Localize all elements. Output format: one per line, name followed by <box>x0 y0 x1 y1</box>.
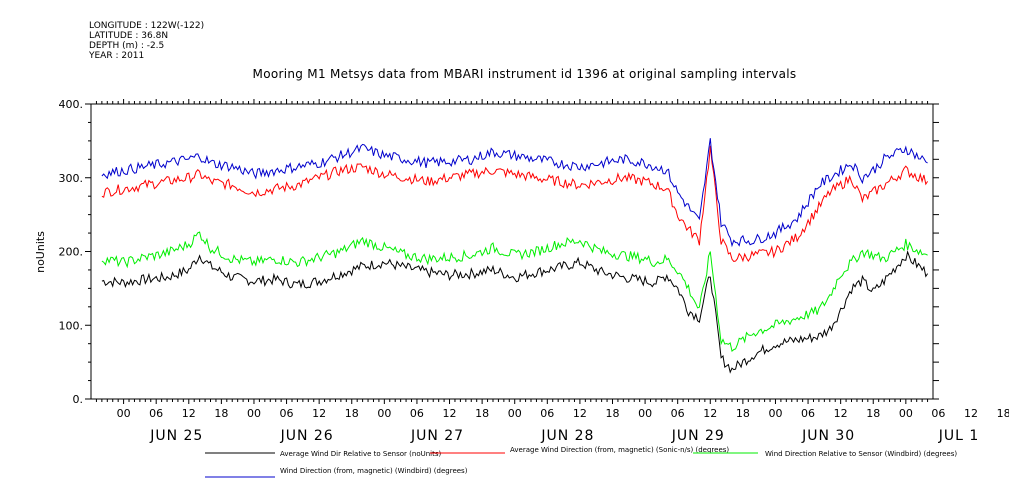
day-label: JUN 25 <box>149 428 203 444</box>
legend: Average Wind Dir Relative to Sensor (noU… <box>205 446 957 478</box>
series-line <box>101 138 928 248</box>
year-text: YEAR : 2011 <box>89 51 145 61</box>
y-tick-label: 200. <box>59 246 84 259</box>
hour-tick-label: 06 <box>671 407 685 420</box>
hour-tick-label: 18 <box>866 407 880 420</box>
plot-frame <box>90 103 934 400</box>
hour-tick-label: 12 <box>573 407 587 420</box>
legend-label: Wind Direction (from, magnetic) (Windbir… <box>280 467 468 475</box>
hour-tick-label: 12 <box>443 407 457 420</box>
hour-tick-label: 00 <box>899 407 913 420</box>
day-label: JUN 29 <box>671 428 725 444</box>
series-line <box>101 231 928 353</box>
hour-tick-label: 00 <box>638 407 652 420</box>
hour-tick-label: 18 <box>345 407 359 420</box>
series-group <box>101 138 929 374</box>
latitude-text: LATITUDE : 36.8N <box>89 31 169 41</box>
day-label: JUN 27 <box>410 428 464 444</box>
y-tick-label: 300. <box>59 172 84 185</box>
legend-label: Wind Direction Relative to Sensor (Windb… <box>765 450 957 458</box>
y-tick-label: 100. <box>59 319 84 332</box>
hour-tick-label: 00 <box>508 407 522 420</box>
hour-tick-label: 18 <box>475 407 489 420</box>
depth-text: DEPTH (m) : -2.5 <box>89 41 165 51</box>
day-label: JUN 30 <box>801 428 855 444</box>
hour-tick-label: 06 <box>280 407 294 420</box>
hour-tick-label: 18 <box>997 407 1009 420</box>
longitude-text: LONGITUDE : 122W(-122) <box>89 21 205 31</box>
hour-tick-label: 18 <box>605 407 619 420</box>
axis-ticks: 0. 100. 200. 300. 400. 00 06 12 18 00 06 12 18 00 06 12… <box>59 98 1009 444</box>
hour-tick-label: 00 <box>247 407 261 420</box>
hour-tick-label: 12 <box>703 407 717 420</box>
series-line <box>101 145 929 263</box>
metadata-block: LONGITUDE : 122W(-122) LATITUDE : 36.8N … <box>89 21 204 61</box>
y-axis-label: noUnits <box>34 231 47 273</box>
y-tick-label: 0. <box>73 393 84 406</box>
hour-tick-label: 12 <box>964 407 978 420</box>
day-label: JUL 1 <box>938 428 980 444</box>
chart-title: Mooring M1 Metsys data from MBARI instru… <box>252 67 797 81</box>
day-label: JUN 28 <box>540 428 594 444</box>
legend-label: Average Wind Dir Relative to Sensor (noU… <box>280 450 441 458</box>
hour-tick-label: 06 <box>931 407 945 420</box>
y-tick-label: 400. <box>59 98 84 111</box>
hour-tick-label: 00 <box>117 407 131 420</box>
hour-tick-label: 00 <box>377 407 391 420</box>
day-label: JUN 26 <box>280 428 334 444</box>
legend-label: Average Wind Direction (from, magnetic) … <box>510 446 729 454</box>
hour-tick-label: 12 <box>312 407 326 420</box>
series-line <box>101 249 929 374</box>
hour-tick-label: 12 <box>182 407 196 420</box>
hour-tick-label: 12 <box>834 407 848 420</box>
hour-tick-label: 00 <box>768 407 782 420</box>
hour-tick-label: 06 <box>801 407 815 420</box>
hour-tick-label: 06 <box>410 407 424 420</box>
hour-tick-label: 06 <box>149 407 163 420</box>
hour-tick-label: 18 <box>214 407 228 420</box>
hour-tick-label: 18 <box>736 407 750 420</box>
hour-tick-label: 06 <box>540 407 554 420</box>
